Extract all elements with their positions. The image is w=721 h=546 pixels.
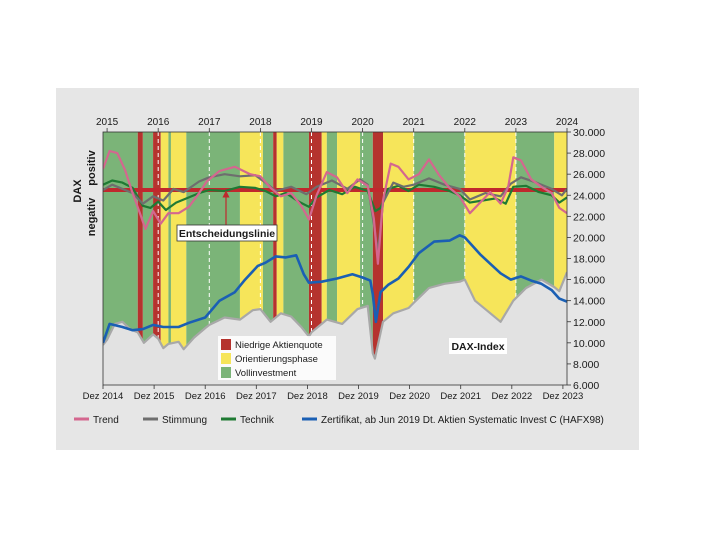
- bottom-legend: Trend Stimmung Technik Zertifikat, ab Ju…: [74, 415, 604, 426]
- phase-band-yellow: [276, 132, 284, 385]
- top-tick-label-2016: 2016: [147, 117, 170, 128]
- bottom-tick-label-dez-2023: Dez 2023: [543, 391, 584, 402]
- phase-band-invested: [142, 132, 154, 385]
- right-tick-label-6-000: 6.000: [573, 380, 599, 392]
- bottom-tick-label-dez-2022: Dez 2022: [491, 391, 532, 402]
- right-tick-label-28-000: 28.000: [573, 148, 605, 160]
- right-value-ticks: 30.000 28.000 26.000 24.000 22.000 20.000 18.0…: [567, 127, 605, 392]
- right-tick-label-24-000: 24.000: [573, 190, 605, 202]
- top-tick-label-2021: 2021: [403, 117, 426, 128]
- top-tick-label-2023: 2023: [505, 117, 528, 128]
- bottom-date-ticks: Dez 2014 Dez 2015 Dez 2016 Dez 2017 Dez 2018…: [83, 385, 584, 402]
- bottom-tick-label-dez-2021: Dez 2021: [440, 391, 481, 402]
- decision-line-label-box: [176, 224, 278, 242]
- legend-label-zertifikat: Zertifikat, ab Jun 2019 Dt. Aktien Syste…: [321, 415, 604, 426]
- phase-band-low: [137, 132, 143, 385]
- dax-index-line: [103, 271, 567, 360]
- phase-legend-box: [218, 336, 336, 380]
- top-tick-label-2017: 2017: [198, 117, 221, 128]
- right-tick-label-8-000: 8.000: [573, 359, 599, 371]
- right-tick-label-30-000: 30.000: [573, 127, 605, 139]
- bottom-tick-label-dez-2018: Dez 2018: [287, 391, 328, 402]
- dax-index-callout: DAX-Index: [449, 338, 507, 354]
- right-tick-label-16-000: 16.000: [573, 275, 605, 287]
- legend-label-trend: Trend: [93, 415, 119, 426]
- top-tick-label-2015: 2015: [96, 117, 119, 128]
- top-tick-label-2022: 2022: [454, 117, 477, 128]
- phase-band-invested: [168, 132, 171, 385]
- phase-legend: Niedrige Aktienquote Orientierungsphase …: [218, 336, 336, 380]
- left-axis-label-negative: negativ: [86, 197, 98, 236]
- top-tick-label-2018: 2018: [249, 117, 272, 128]
- right-tick-label-12-000: 12.000: [573, 317, 605, 329]
- left-axis-labels: DAX positiv negativ: [72, 149, 98, 236]
- phase-legend-swatch-low: [221, 339, 231, 350]
- phase-band-low: [153, 132, 161, 385]
- phase-band-invested: [262, 132, 274, 385]
- phase-band-yellow: [160, 132, 169, 385]
- bottom-tick-label-dez-2016: Dez 2016: [185, 391, 226, 402]
- series-lines: [103, 149, 567, 344]
- bottom-tick-label-dez-2014: Dez 2014: [83, 391, 124, 402]
- bottom-tick-label-dez-2015: Dez 2015: [134, 391, 175, 402]
- phase-legend-label-invested: Vollinvestment: [235, 368, 297, 379]
- phase-band-yellow: [170, 132, 187, 385]
- phase-band-low: [273, 132, 277, 385]
- dax-strategy-chart: 2015 2016 2017 2018 2019 2020 2021 2022 2023 2024…: [72, 117, 605, 426]
- decision-line-callout: Entscheidungslinie: [176, 190, 278, 242]
- right-tick-label-26-000: 26.000: [573, 169, 605, 181]
- right-tick-label-22-000: 22.000: [573, 211, 605, 223]
- series-line-stimmung: [103, 173, 567, 255]
- series-line-zertifikat: [103, 234, 567, 344]
- legend-label-stimmung: Stimmung: [162, 415, 207, 426]
- left-axis-label-positive: positiv: [86, 149, 98, 185]
- phase-legend-swatch-orientation: [221, 353, 231, 364]
- phase-band-invested: [326, 132, 338, 385]
- phase-legend-swatch-invested: [221, 367, 231, 378]
- series-line-trend: [103, 149, 567, 265]
- left-axis-label-dax: DAX: [72, 179, 84, 203]
- series-line-technik: [103, 179, 567, 213]
- right-tick-label-14-000: 14.000: [573, 296, 605, 308]
- bottom-tick-label-dez-2017: Dez 2017: [236, 391, 277, 402]
- legend-label-technik: Technik: [240, 415, 275, 426]
- phase-band-yellow: [321, 132, 327, 385]
- right-tick-label-10-000: 10.000: [573, 338, 605, 350]
- phase-legend-label-orientation: Orientierungsphase: [235, 354, 318, 365]
- decision-line-label: Entscheidungslinie: [179, 228, 275, 240]
- top-tick-label-2019: 2019: [300, 117, 323, 128]
- right-tick-label-18-000: 18.000: [573, 254, 605, 266]
- chart-frame: 2015 2016 2017 2018 2019 2020 2021 2022 2023 2024…: [56, 88, 639, 450]
- dax-index-label-box: [449, 338, 507, 354]
- top-tick-label-2024: 2024: [556, 117, 579, 128]
- right-tick-label-20-000: 20.000: [573, 232, 605, 244]
- bottom-tick-label-dez-2020: Dez 2020: [389, 391, 430, 402]
- top-tick-label-2020: 2020: [351, 117, 374, 128]
- dax-index-label: DAX-Index: [451, 341, 504, 353]
- bottom-tick-label-dez-2019: Dez 2019: [338, 391, 379, 402]
- phase-legend-label-low: Niedrige Aktienquote: [235, 340, 323, 351]
- top-year-ticks: 2015 2016 2017 2018 2019 2020 2021 2022 2023 2024: [96, 117, 579, 132]
